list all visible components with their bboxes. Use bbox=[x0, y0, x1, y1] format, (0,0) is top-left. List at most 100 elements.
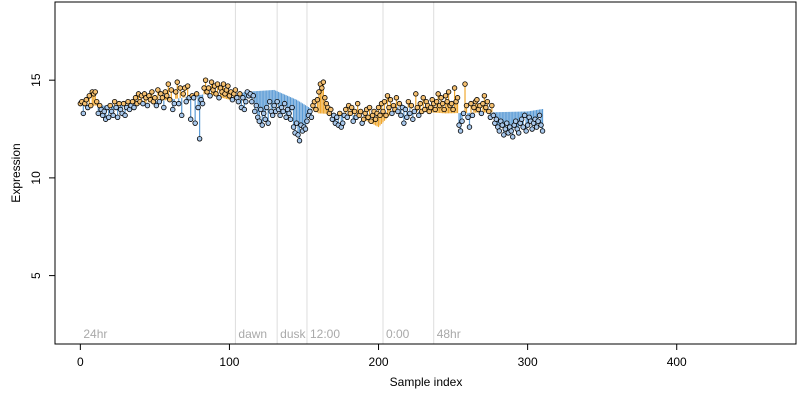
data-point bbox=[387, 97, 394, 103]
data-point bbox=[372, 116, 379, 122]
data-point bbox=[167, 97, 173, 103]
data-point bbox=[466, 124, 473, 130]
data-point bbox=[513, 118, 519, 124]
data-point bbox=[116, 100, 122, 107]
data-point bbox=[380, 108, 386, 115]
time-annotation: dawn bbox=[238, 327, 267, 341]
data-point bbox=[320, 79, 327, 85]
data-point bbox=[202, 77, 209, 83]
data-point bbox=[165, 81, 172, 87]
y-tick-label: 5 bbox=[29, 272, 43, 279]
data-point bbox=[433, 98, 440, 105]
time-annotation: 24hr bbox=[83, 327, 107, 341]
data-point bbox=[536, 112, 543, 119]
data-point bbox=[293, 120, 300, 126]
data-point bbox=[414, 104, 420, 111]
data-point bbox=[271, 102, 277, 109]
data-point bbox=[515, 130, 522, 136]
data-point bbox=[493, 116, 500, 122]
data-point bbox=[538, 122, 544, 128]
data-point bbox=[357, 108, 364, 115]
data-point bbox=[259, 122, 265, 128]
data-point bbox=[456, 122, 462, 128]
data-point bbox=[287, 116, 294, 122]
x-tick-label: 300 bbox=[518, 355, 538, 369]
data-point bbox=[205, 85, 212, 91]
data-point bbox=[237, 91, 243, 97]
data-point bbox=[524, 122, 531, 128]
data-point bbox=[156, 98, 163, 105]
data-point bbox=[283, 114, 289, 121]
y-tick-label: 10 bbox=[29, 171, 43, 185]
x-axis: 0 100 200 300 400 bbox=[77, 344, 687, 369]
data-point bbox=[132, 95, 139, 101]
data-point bbox=[523, 128, 529, 134]
x-tick-label: 100 bbox=[219, 355, 239, 369]
data-point bbox=[86, 93, 92, 99]
y-axis-label: Expression bbox=[9, 143, 23, 202]
data-point bbox=[484, 98, 491, 105]
data-point bbox=[422, 106, 428, 113]
data-point bbox=[383, 112, 389, 119]
data-point bbox=[481, 93, 488, 99]
data-point bbox=[111, 98, 118, 105]
data-point bbox=[229, 97, 236, 103]
data-point bbox=[262, 116, 268, 122]
data-point bbox=[520, 124, 526, 130]
reference-lines bbox=[234, 2, 435, 344]
data-point bbox=[529, 126, 535, 132]
data-point bbox=[308, 114, 315, 121]
data-point bbox=[107, 102, 113, 109]
time-annotations: 24hr dawn dusk 12:00 0:00 48hr bbox=[83, 327, 460, 341]
data-point bbox=[366, 104, 373, 111]
data-point bbox=[439, 100, 446, 107]
data-point bbox=[113, 104, 119, 111]
data-point bbox=[448, 100, 455, 107]
data-point bbox=[428, 104, 434, 111]
data-point bbox=[281, 100, 288, 107]
data-point bbox=[95, 110, 101, 117]
data-point bbox=[214, 81, 221, 87]
data-point bbox=[404, 114, 410, 121]
time-annotation: 0:00 bbox=[386, 327, 410, 341]
data-point bbox=[208, 79, 215, 85]
data-point bbox=[313, 106, 319, 113]
data-point bbox=[445, 89, 452, 95]
data-point bbox=[177, 85, 183, 91]
data-point bbox=[220, 81, 227, 87]
y-axis: 5 10 15 bbox=[29, 73, 55, 279]
data-point bbox=[94, 98, 100, 105]
data-point bbox=[314, 97, 321, 103]
data-point bbox=[518, 116, 525, 122]
data-point bbox=[144, 102, 151, 109]
data-point bbox=[88, 102, 94, 109]
data-point bbox=[114, 114, 121, 121]
time-annotation: 12:00 bbox=[310, 327, 340, 341]
data-point bbox=[501, 132, 507, 138]
data-point bbox=[351, 108, 358, 115]
data-point bbox=[386, 104, 392, 111]
data-point bbox=[377, 112, 383, 119]
data-point bbox=[393, 95, 400, 101]
data-point bbox=[510, 134, 516, 140]
data-point bbox=[432, 106, 438, 113]
data-point bbox=[316, 89, 322, 95]
data-point bbox=[459, 118, 465, 124]
plot-frame bbox=[54, 1, 797, 345]
data-point bbox=[155, 87, 161, 93]
data-point bbox=[407, 110, 413, 117]
data-point bbox=[402, 106, 409, 113]
data-point bbox=[274, 98, 280, 105]
data-point bbox=[196, 136, 203, 142]
data-point bbox=[441, 106, 447, 113]
data-point bbox=[384, 93, 391, 99]
data-point bbox=[504, 120, 510, 126]
data-point bbox=[535, 118, 541, 124]
data-point bbox=[480, 100, 486, 107]
data-point bbox=[264, 104, 270, 111]
data-point bbox=[350, 118, 356, 124]
data-point bbox=[474, 97, 480, 103]
data-point bbox=[496, 128, 503, 134]
data-point bbox=[462, 81, 468, 87]
data-point bbox=[420, 95, 426, 101]
